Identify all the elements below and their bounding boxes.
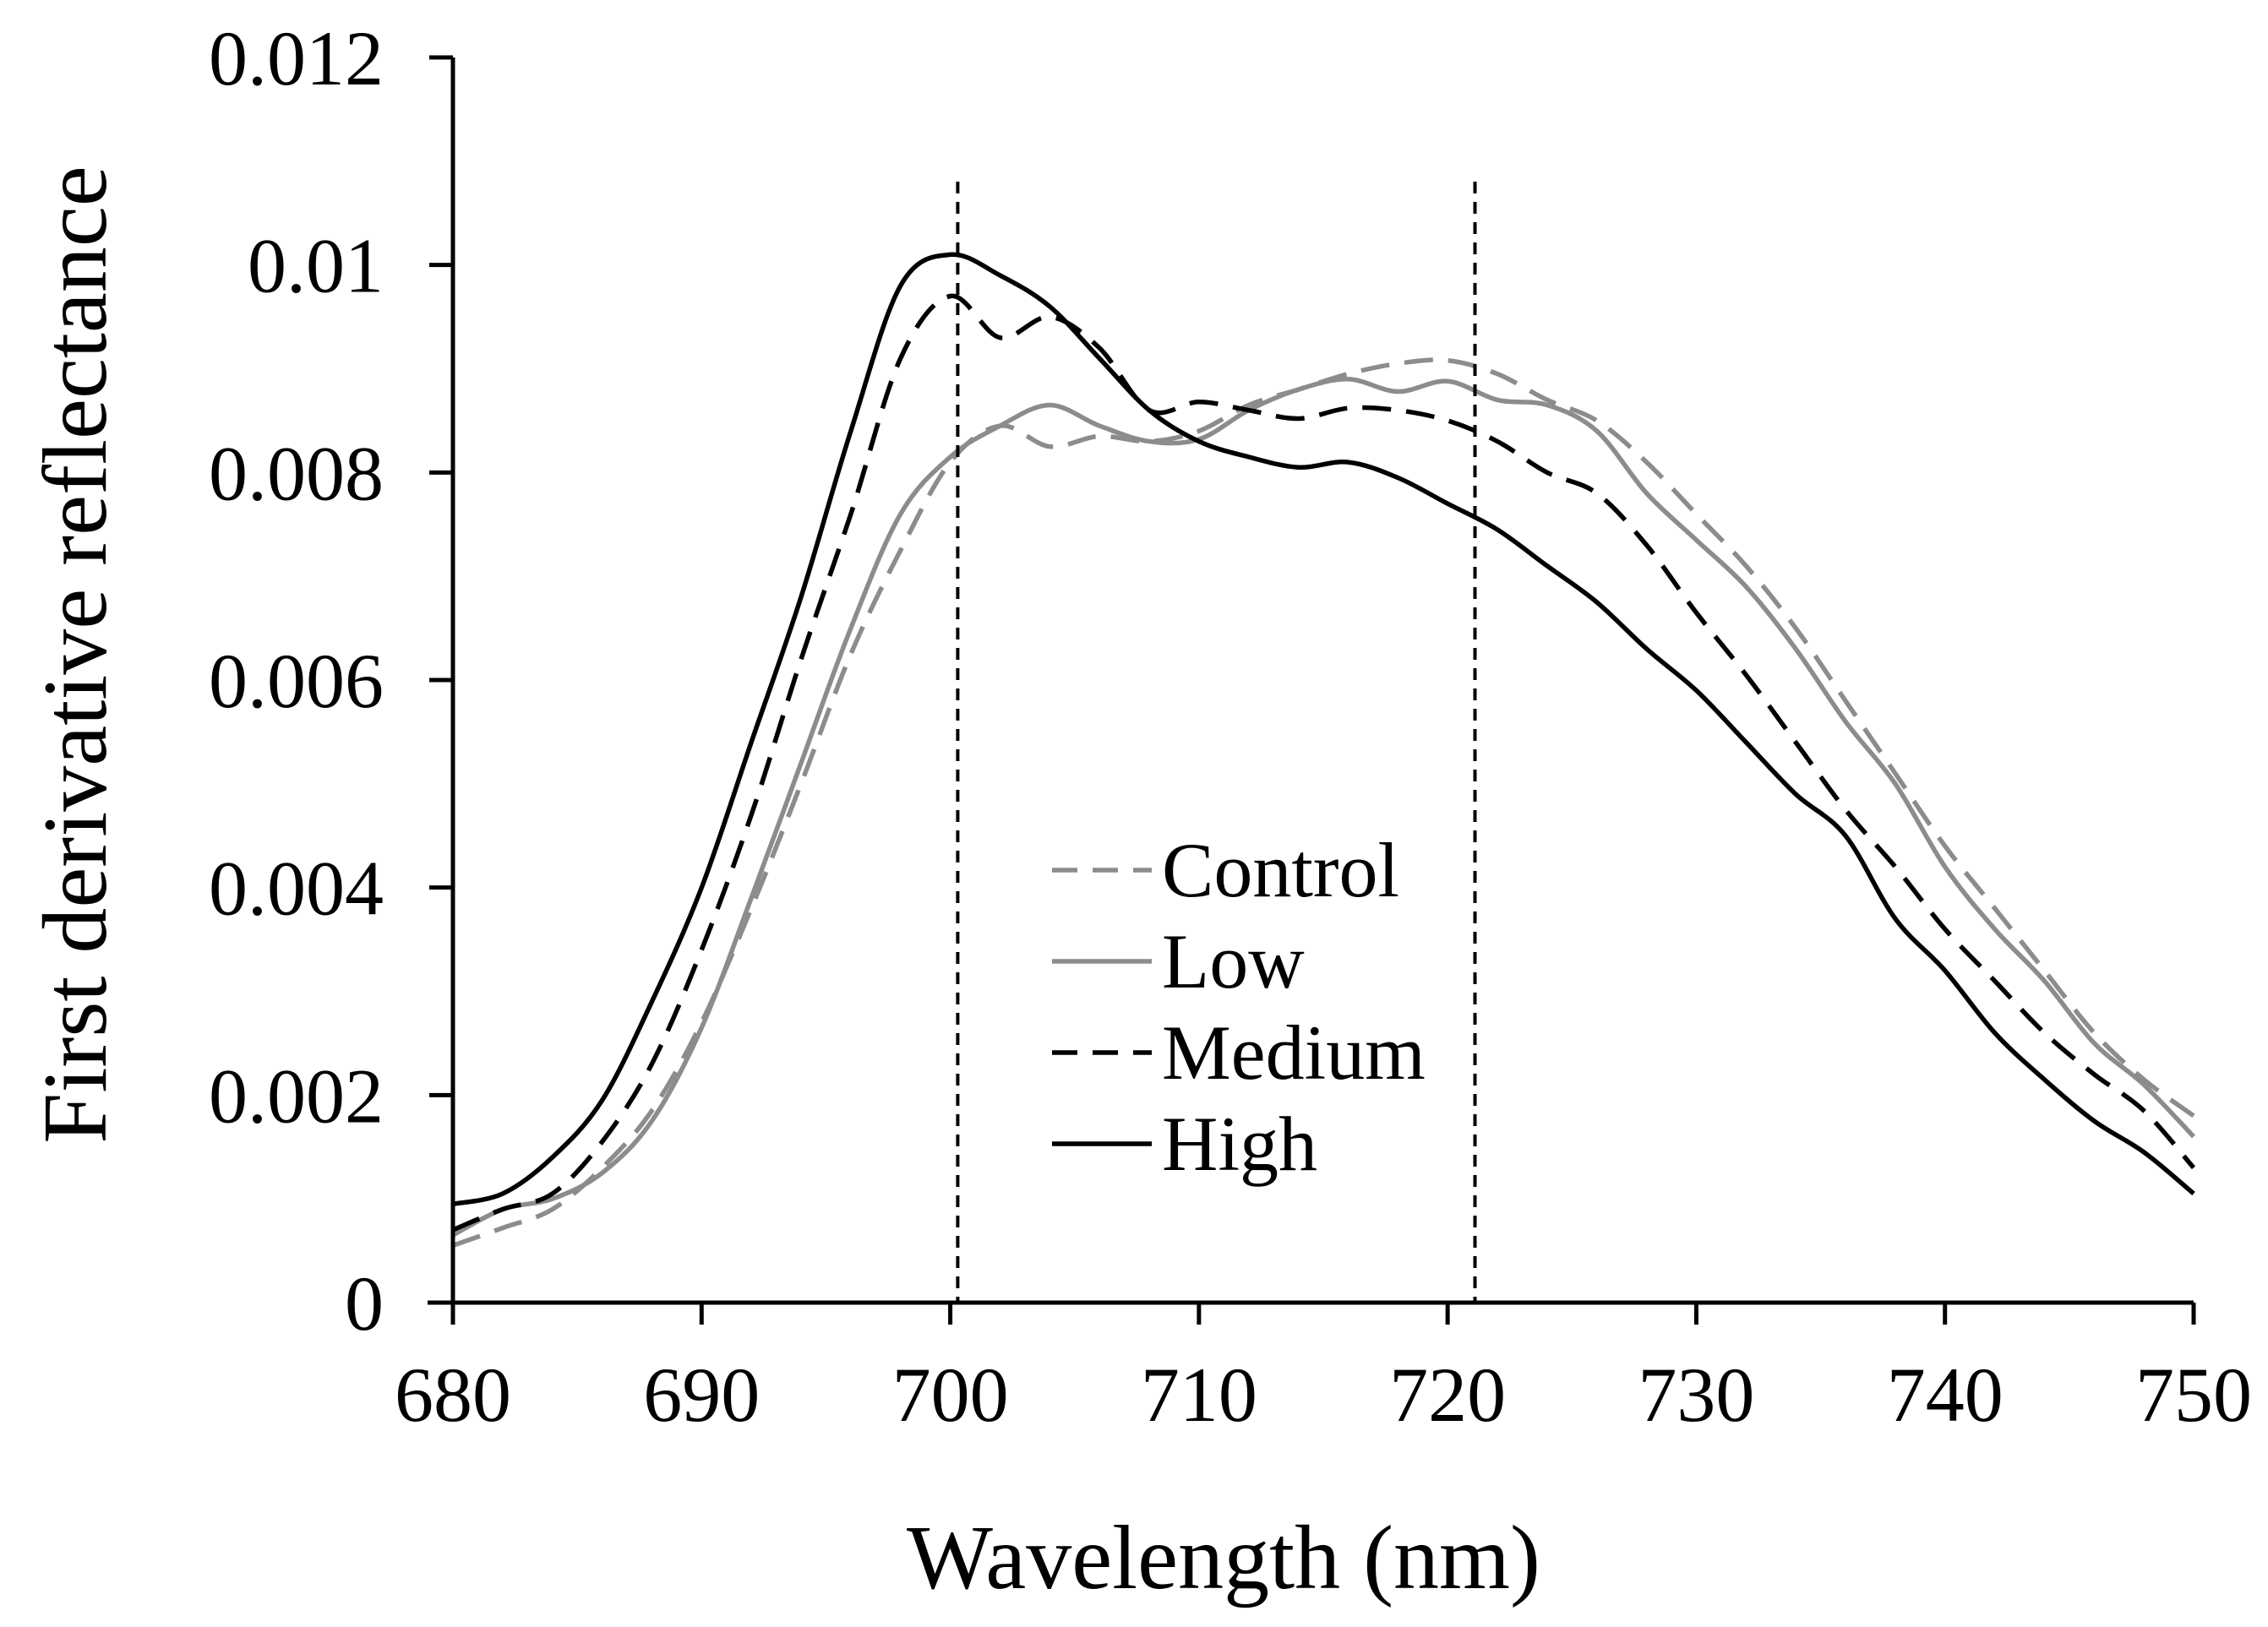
- legend-label-control: Control: [1162, 827, 1399, 913]
- plot-lines: [451, 252, 2196, 1248]
- x-tick-label: 680: [395, 1352, 511, 1438]
- y-tick-label: 0.002: [209, 1053, 384, 1139]
- legend-label-low: Low: [1162, 918, 1305, 1004]
- legend-label-high: High: [1162, 1101, 1317, 1187]
- series-line-control: [452, 357, 2195, 1248]
- series-line-low: [451, 377, 2195, 1238]
- y-tick-label: 0.01: [248, 223, 384, 309]
- x-tick-label: 750: [2135, 1352, 2252, 1438]
- x-tick-label: 700: [892, 1352, 1009, 1438]
- series-line-high: [452, 252, 2195, 1207]
- y-tick-label: 0: [345, 1260, 384, 1347]
- x-tick-label: 710: [1141, 1352, 1257, 1438]
- reference-lines: [956, 182, 1477, 1303]
- x-tick-label: 730: [1638, 1352, 1754, 1438]
- y-tick-label: 0.008: [209, 430, 384, 516]
- x-tick-label: 720: [1389, 1352, 1506, 1438]
- x-tick-label: 740: [1887, 1352, 2004, 1438]
- y-tick-label: 0.012: [209, 15, 384, 101]
- ticks: 680 690 700 710 720 730 740 750 0 0.002 0.004 0.006…: [209, 15, 2252, 1438]
- y-axis-title: First derivative reflectance: [25, 166, 126, 1143]
- y-tick-label: 0.004: [209, 846, 384, 932]
- x-tick-label: 690: [643, 1352, 760, 1438]
- legend-label-medium: Medium: [1162, 1009, 1426, 1096]
- x-axis-title: Wavelength (nm): [907, 1508, 1540, 1608]
- y-tick-label: 0.006: [209, 638, 384, 724]
